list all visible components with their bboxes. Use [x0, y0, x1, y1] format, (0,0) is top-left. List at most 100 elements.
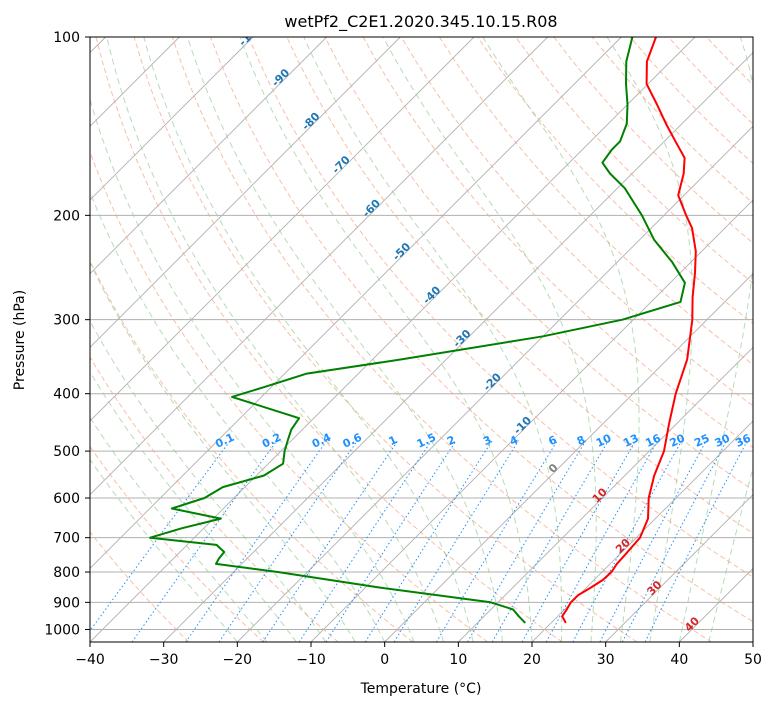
isotherm-line	[90, 37, 327, 275]
dry-adiabat	[515, 37, 753, 284]
isotherm-line	[90, 37, 475, 422]
isotherm-line	[384, 273, 753, 642]
mixing-ratio-line	[521, 440, 637, 642]
y-tick-label: 200	[53, 208, 80, 224]
isotherm-line	[605, 494, 753, 642]
mixing-ratio-line	[90, 440, 231, 632]
dry-adiabat	[133, 37, 638, 642]
y-tick-label: 700	[53, 531, 80, 547]
moist-adiabat	[708, 465, 753, 642]
dry-adiabat	[706, 37, 753, 86]
mixing-ratio-line	[545, 440, 659, 642]
mixing-ratio-line	[572, 440, 683, 642]
mixing-ratio-label: 1	[387, 433, 399, 448]
moist-adiabat	[382, 37, 597, 642]
x-tick-label: 30	[597, 652, 615, 668]
y-tick-label: 500	[53, 444, 80, 460]
mixing-ratio-label: 0.1	[213, 431, 236, 451]
mixing-ratio-label: 2	[445, 433, 457, 448]
isotherm-label: -30	[450, 327, 473, 350]
temperature-series-line	[561, 37, 697, 624]
mixing-ratio-line	[467, 440, 587, 642]
mixing-ratio-line	[491, 440, 609, 642]
y-tick-label: 300	[53, 313, 80, 329]
y-tick-label: 1000	[44, 622, 80, 638]
plot-frame	[89, 36, 754, 643]
moist-adiabat	[90, 320, 327, 642]
dry-adiabat	[248, 37, 753, 578]
mixing-ratio-line	[298, 440, 432, 642]
isotherm-line	[458, 346, 753, 642]
isotherm-line	[90, 37, 254, 201]
y-axis: 100 200 300 400 500 600 700 800 900 1000	[44, 30, 90, 638]
x-tick-label: 10	[449, 652, 467, 668]
y-tick-label: 900	[53, 595, 80, 611]
moist-adiabat	[606, 37, 694, 642]
moist-adiabat	[90, 190, 386, 642]
moist-adiabat	[90, 458, 238, 642]
dry-adiabat	[210, 37, 753, 623]
dry-adiabat	[438, 37, 753, 366]
moist-adiabat	[678, 37, 753, 642]
moist-adiabat	[90, 416, 268, 642]
isotherm-line	[237, 125, 753, 642]
isotherm-line	[752, 641, 753, 642]
y-tick-label: 600	[53, 491, 80, 507]
isotherm-label: 20	[613, 536, 633, 556]
dewpoint-series-line	[149, 37, 686, 624]
x-tick-label: −30	[149, 652, 179, 668]
mixing-ratio-line	[599, 440, 707, 642]
x-axis: −40 −30 −20 −10 0 10 20 30 40 50	[75, 642, 762, 668]
dry-adiabat	[362, 37, 753, 449]
moist-adiabat	[90, 261, 356, 642]
x-tick-label: 20	[523, 652, 541, 668]
mixing-ratio-line	[364, 440, 493, 642]
isotherm-label: 10	[590, 485, 610, 505]
y-axis-label: Pressure (hPa)	[12, 290, 28, 390]
dry-adiabat	[90, 150, 488, 642]
y-tick-label: 800	[53, 565, 80, 581]
mixing-ratio-line	[644, 440, 748, 642]
moist-adiabat	[482, 37, 640, 642]
mixing-ratio-label: 6	[546, 433, 559, 448]
mixing-ratio-label: 10	[594, 431, 614, 449]
isotherm-label: -70	[330, 153, 353, 176]
dry-adiabat	[90, 531, 190, 642]
dry-adiabat	[400, 37, 753, 407]
isotherm-label: -90	[269, 66, 292, 89]
mixing-ratio-line	[435, 440, 558, 642]
mixing-ratio-label: 30	[713, 431, 733, 449]
mixing-ratio-label: 16	[643, 431, 663, 449]
mixing-ratio-label: 36	[733, 431, 753, 449]
moist-adiabat	[90, 97, 415, 642]
isotherm-line	[90, 37, 401, 348]
dry-adiabat	[171, 37, 712, 642]
isotherm-line	[679, 567, 753, 642]
x-tick-label: −20	[223, 652, 253, 668]
dry-adiabat	[553, 37, 753, 244]
moist-adiabat	[239, 37, 533, 642]
dry-adiabat	[90, 356, 339, 642]
mixing-ratio-label: 0.6	[341, 431, 364, 451]
series-layer	[149, 37, 697, 624]
isotherm-label: 30	[645, 578, 665, 598]
isotherm-label: -40	[420, 283, 443, 306]
moist-adiabat	[90, 370, 297, 642]
isotherm-line	[90, 37, 696, 642]
mixing-ratio-label: 0.4	[310, 431, 333, 451]
dry-adiabat	[90, 445, 264, 642]
mixing-ratio-label: 0.2	[260, 431, 283, 451]
mixing-ratio-label: 1.5	[415, 431, 438, 451]
moist-adiabat	[106, 37, 445, 642]
x-tick-label: 40	[670, 652, 688, 668]
isotherm-line	[310, 199, 753, 642]
y-tick-label: 400	[53, 387, 80, 403]
moist-adiabat	[143, 37, 474, 642]
mixing-ratio-label: 20	[668, 431, 688, 449]
isotherm-line	[531, 420, 753, 642]
moist-adiabat	[187, 37, 503, 642]
isotherm-line	[163, 52, 753, 642]
mixing-ratio-line	[325, 440, 457, 642]
dry-adiabat	[95, 37, 563, 642]
